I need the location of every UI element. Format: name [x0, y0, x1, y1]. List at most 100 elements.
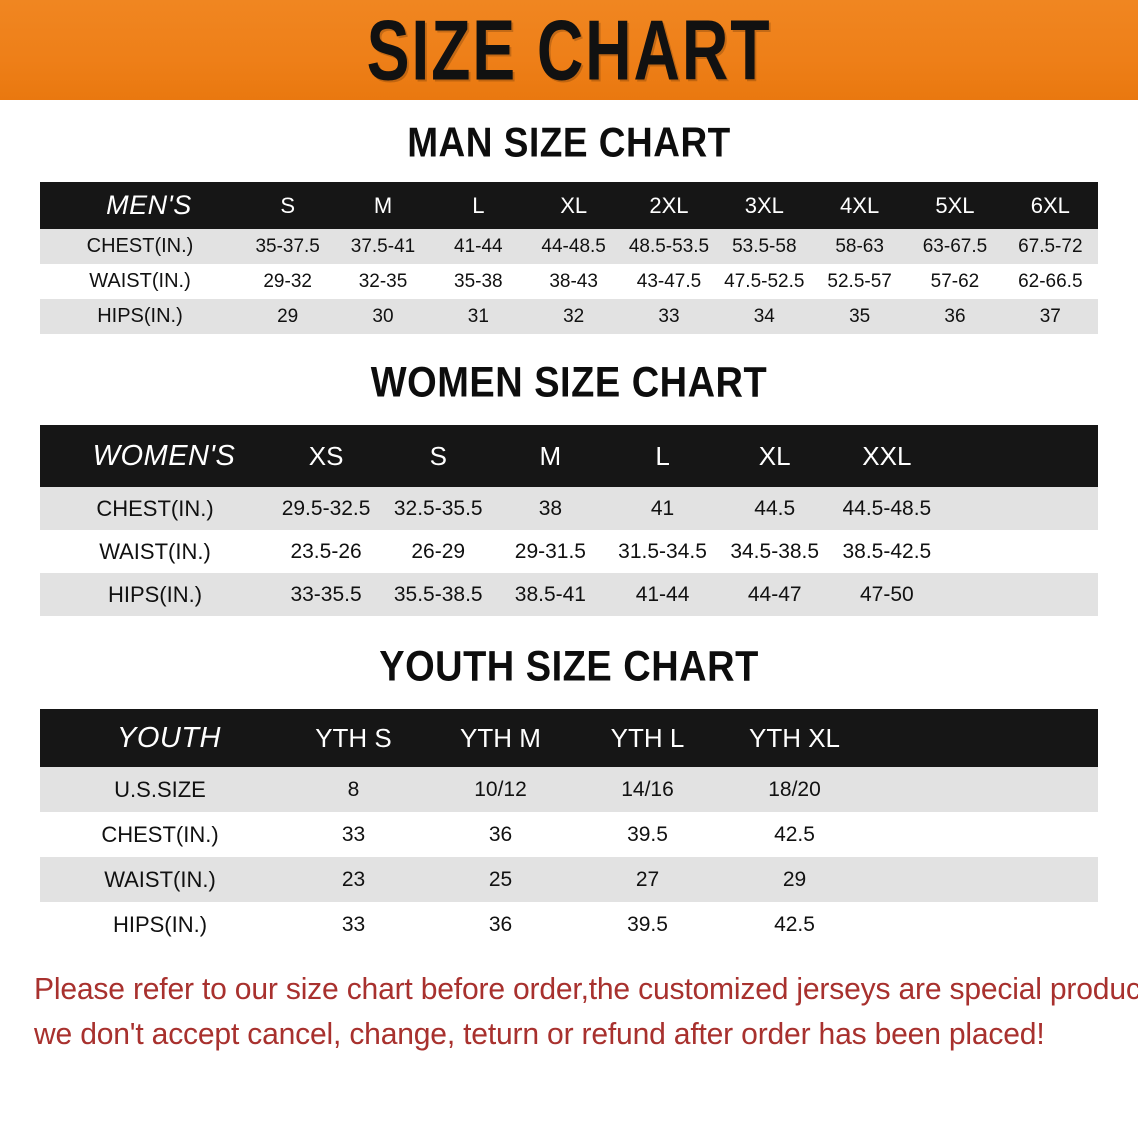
table-cell-spacer — [943, 530, 1098, 573]
column-header-yth-m: YTH M — [460, 722, 541, 753]
table-cell: 58-63 — [835, 235, 884, 257]
youth-size-table: YOUTH YTH S YTH M YTH L YTH XL U.S.SIZE 8 10/12… — [40, 709, 1098, 947]
column-header-l: L — [655, 440, 670, 471]
table-cell: 10/12 — [474, 777, 527, 801]
table-cell: 39.5 — [627, 822, 668, 846]
column-header-xxl: XXL — [862, 440, 912, 471]
disclaimer-line-1: Please refer to our size chart before or… — [34, 971, 1138, 1006]
table-corner-label: WOMEN'S — [92, 439, 236, 472]
table-cell: 35 — [849, 305, 871, 327]
row-label: CHEST(IN.) — [101, 821, 219, 847]
table-cell-spacer — [868, 812, 1098, 857]
table-row: HIPS(IN.) 33 36 39.5 42.5 — [40, 902, 1098, 947]
table-cell: 44.5 — [754, 496, 796, 520]
table-cell: 53.5-58 — [732, 235, 797, 257]
table-cell: 62-66.5 — [1018, 270, 1083, 292]
column-header-s: S — [429, 440, 447, 471]
table-cell: 14/16 — [621, 777, 674, 801]
table-row: CHEST(IN.) 33 36 39.5 42.5 — [40, 812, 1098, 857]
table-cell: 29 — [782, 867, 807, 891]
column-header-l: L — [472, 192, 485, 218]
column-header-3xl: 3XL — [744, 192, 784, 218]
table-cell: 41 — [650, 496, 675, 520]
table-cell: 41-44 — [635, 582, 690, 606]
table-cell: 32 — [563, 305, 585, 327]
table-cell: 29-31.5 — [514, 539, 586, 563]
row-label: HIPS(IN.) — [97, 305, 183, 327]
table-cell: 57-62 — [930, 270, 980, 292]
column-header-6xl: 6XL — [1030, 192, 1070, 218]
page-title: SIZE CHART — [366, 2, 772, 98]
row-label: WAIST(IN.) — [104, 866, 216, 892]
column-header-m: M — [539, 440, 562, 471]
column-header-4xl: 4XL — [840, 192, 880, 218]
table-cell: 34.5-38.5 — [730, 539, 820, 563]
table-header-row: MEN'S S M L XL 2XL 3XL 4XL 5XL 6XL — [40, 182, 1098, 229]
row-label: U.S.SIZE — [114, 776, 206, 802]
table-cell: 39.5 — [627, 912, 668, 936]
table-cell: 35-38 — [454, 270, 503, 292]
row-label: WAIST(IN.) — [99, 538, 211, 564]
table-cell: 37.5-41 — [350, 235, 416, 257]
table-cell: 34 — [753, 305, 775, 327]
women-table-wrapper: WOMEN'S XS S M L XL XXL CHEST(IN.) 29.5-32.5 32.5… — [40, 425, 1098, 616]
table-cell: 29.5-32.5 — [281, 496, 371, 520]
table-row: HIPS(IN.) 33-35.5 35.5-38.5 38.5-41 41-44 44-… — [40, 573, 1098, 616]
table-cell: 8 — [347, 777, 360, 801]
table-cell: 23.5-26 — [290, 539, 362, 563]
table-cell-spacer — [943, 487, 1098, 530]
women-section-title: WOMEN SIZE CHART — [370, 359, 768, 407]
table-cell: 33-35.5 — [290, 582, 362, 606]
column-header-xs: XS — [308, 440, 344, 471]
table-row: WAIST(IN.) 23.5-26 26-29 29-31.5 31.5-34.5 34… — [40, 530, 1098, 573]
table-cell: 36 — [488, 822, 513, 846]
table-cell: 30 — [372, 305, 394, 327]
table-row: HIPS(IN.) 29 30 31 32 33 34 35 36 37 — [40, 299, 1098, 334]
table-cell: 25 — [488, 867, 513, 891]
table-cell: 36 — [944, 305, 966, 327]
table-cell-spacer — [868, 767, 1098, 812]
table-cell: 31.5-34.5 — [618, 539, 707, 563]
table-cell: 36 — [488, 912, 513, 936]
man-table-wrapper: MEN'S S M L XL 2XL 3XL 4XL 5XL 6XL CHEST(IN.) 35-37… — [40, 182, 1098, 334]
table-cell: 43-47.5 — [636, 270, 702, 292]
table-cell: 33 — [341, 822, 366, 846]
table-cell: 38.5-41 — [514, 582, 586, 606]
table-corner-label: MEN'S — [106, 190, 192, 220]
man-size-table: MEN'S S M L XL 2XL 3XL 4XL 5XL 6XL CHEST(IN.) 35-37… — [40, 182, 1098, 334]
table-corner-label: YOUTH — [117, 721, 221, 754]
table-cell: 35.5-38.5 — [393, 582, 483, 606]
column-header-s: S — [280, 192, 295, 218]
table-cell: 26-29 — [411, 539, 466, 563]
disclaimer-line-2: we don't accept cancel, change, teturn o… — [34, 1015, 1045, 1051]
table-cell: 33 — [658, 305, 680, 327]
table-cell: 48.5-53.5 — [628, 235, 710, 257]
row-label: HIPS(IN.) — [112, 911, 208, 937]
youth-section-title: YOUTH SIZE CHART — [379, 643, 759, 691]
man-section-title: MAN SIZE CHART — [407, 119, 731, 166]
table-cell: 18/20 — [768, 777, 821, 801]
row-label: CHEST(IN.) — [96, 495, 214, 521]
column-header-yth-s: YTH S — [315, 722, 392, 753]
column-header-xl: XL — [560, 192, 588, 218]
table-cell: 41-44 — [454, 235, 503, 257]
column-header-yth-l: YTH L — [610, 722, 685, 753]
column-header-yth-xl: YTH XL — [748, 722, 841, 753]
table-cell: 32-35 — [358, 270, 408, 292]
women-size-table: WOMEN'S XS S M L XL XXL CHEST(IN.) 29.5-32.5 32.5… — [40, 425, 1098, 616]
table-cell: 38.5-42.5 — [842, 539, 932, 563]
table-row: CHEST(IN.) 29.5-32.5 32.5-35.5 38 41 44.5 44.5… — [40, 487, 1098, 530]
row-label: HIPS(IN.) — [107, 581, 203, 607]
youth-table-wrapper: YOUTH YTH S YTH M YTH L YTH XL U.S.SIZE 8 10/12… — [40, 709, 1098, 947]
table-cell: 52.5-57 — [827, 270, 892, 292]
table-cell: 31 — [467, 305, 489, 327]
table-cell-spacer — [868, 857, 1098, 902]
table-cell: 44-48.5 — [541, 235, 606, 257]
table-cell-spacer — [943, 573, 1098, 616]
column-header-5xl: 5XL — [935, 192, 975, 218]
table-cell: 47.5-52.5 — [724, 270, 805, 292]
table-row: WAIST(IN.) 29-32 32-35 35-38 38-43 43-47.5 47.… — [40, 264, 1098, 299]
table-cell: 42.5 — [774, 822, 815, 846]
table-cell: 23 — [341, 867, 366, 891]
table-cell: 29-32 — [263, 270, 312, 292]
